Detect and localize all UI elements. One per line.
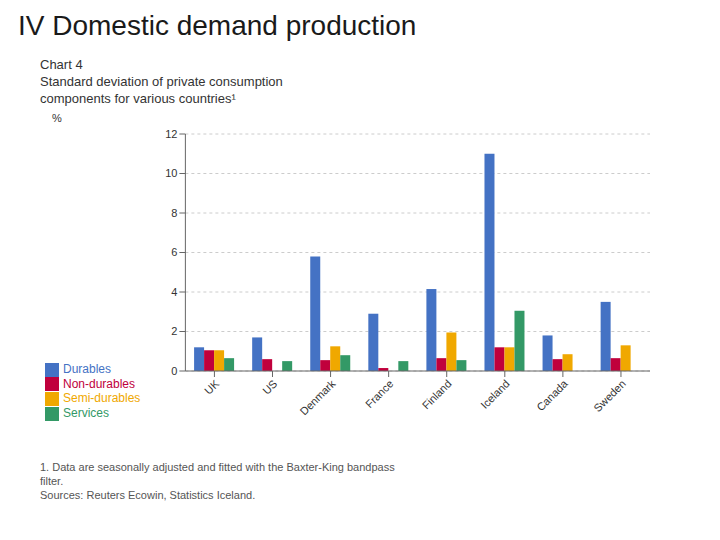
html-text:1. Data are seasonally adjuste: 1. Data are seasonally adjusted and fitt… [40, 461, 395, 473]
svg-text:12: 12 [165, 128, 177, 140]
svg-text:Iceland: Iceland [478, 377, 512, 411]
html-text:Chart 4: Chart 4 [40, 57, 83, 72]
html-text:Semi-durables: Semi-durables [63, 391, 141, 406]
svg-text:France: France [363, 377, 396, 410]
svg-text:0: 0 [171, 365, 177, 377]
html-text:Sources: Reuters Ecowin, Stati: Sources: Reuters Ecowin, Statistics Icel… [40, 489, 256, 501]
svg-text:6: 6 [171, 246, 177, 258]
html-text:Services: Services [63, 406, 109, 421]
svg-text:10: 10 [165, 167, 177, 179]
html-text:Non-durables: Non-durables [63, 376, 135, 391]
html-text:Standard deviation of private: Standard deviation of private consumptio… [40, 74, 283, 89]
svg-text:US: US [260, 377, 279, 396]
svg-text:Sweden: Sweden [591, 377, 628, 414]
svg-text:Canada: Canada [534, 377, 570, 413]
svg-text:Denmark: Denmark [297, 377, 337, 417]
html-text:components for various countri: components for various countries¹ [40, 91, 236, 106]
svg-text:2: 2 [171, 325, 177, 337]
svg-text:4: 4 [171, 286, 177, 298]
svg-text:Finland: Finland [420, 377, 454, 411]
html-text:Durables: Durables [63, 361, 111, 376]
svg-text:8: 8 [171, 207, 177, 219]
svg-text:UK: UK [202, 377, 222, 397]
html-text:filter.: filter. [40, 475, 64, 487]
html-text:IV Domestic demand production: IV Domestic demand production [18, 10, 417, 41]
